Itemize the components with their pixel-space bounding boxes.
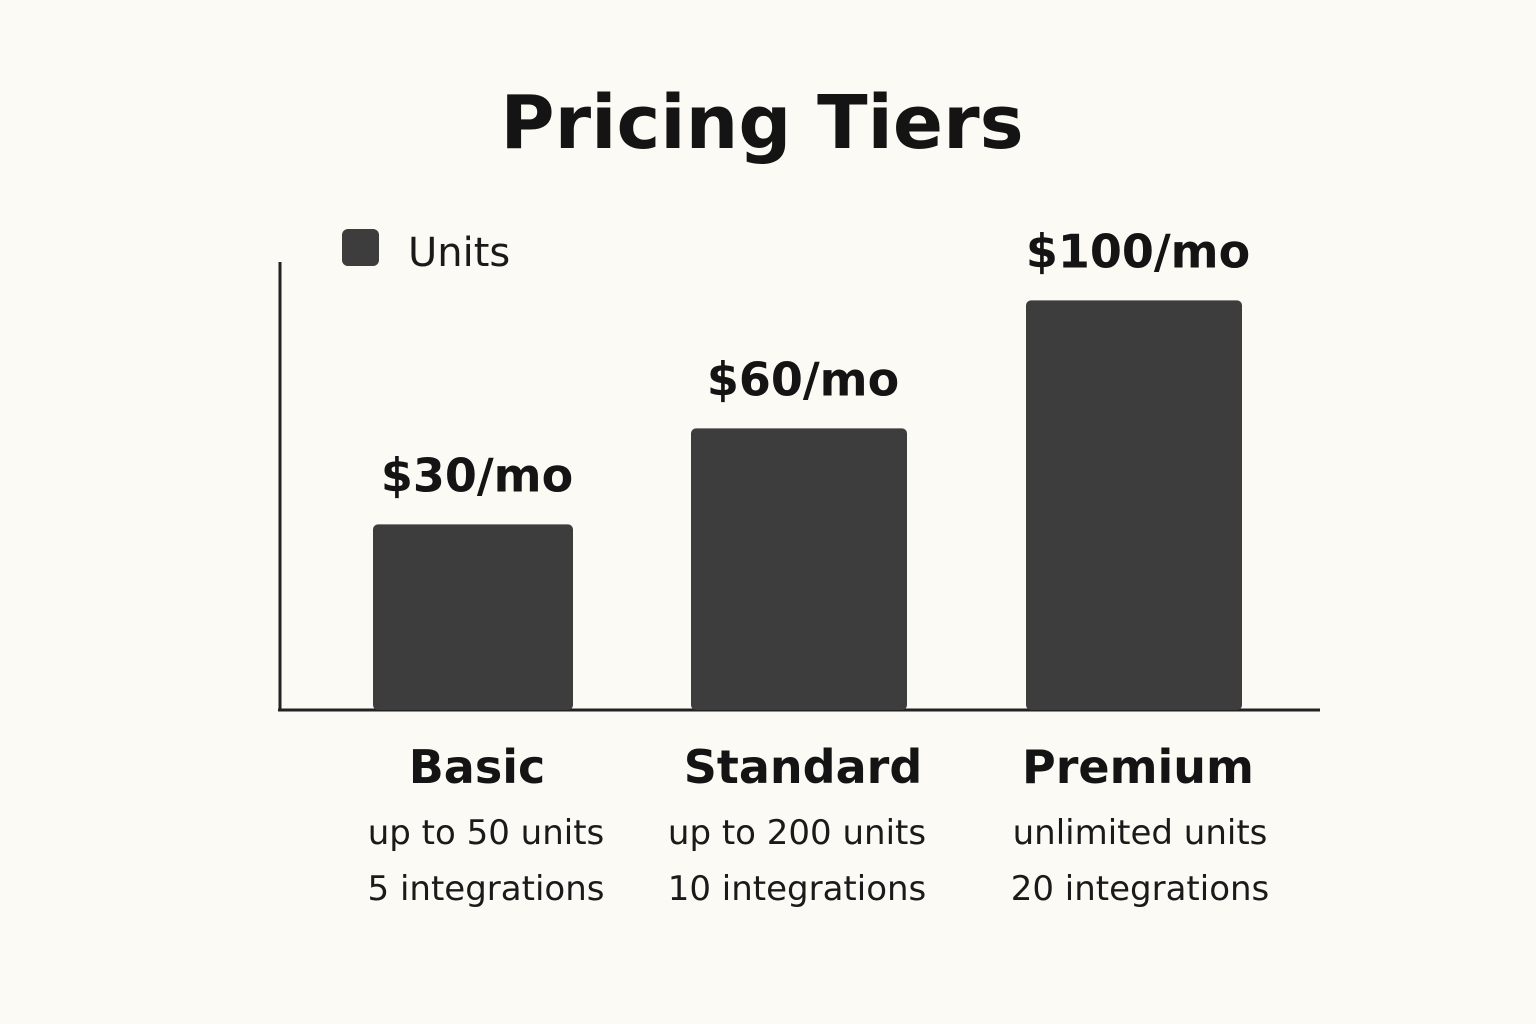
category-label: Standard (684, 740, 923, 794)
category-detail-integrations: 10 integrations (668, 869, 927, 909)
category-detail-integrations: 5 integrations (368, 869, 605, 909)
bar-standard (691, 428, 907, 710)
category-detail-units: unlimited units (1013, 813, 1268, 853)
data-label: $100/mo (1026, 224, 1250, 278)
bar-premium (1026, 300, 1242, 710)
chart-title: Pricing Tiers (500, 80, 1023, 166)
category-detail-integrations: 20 integrations (1011, 869, 1270, 909)
legend-swatch (342, 229, 379, 266)
legend-label: Units (408, 230, 510, 276)
category-label: Premium (1022, 740, 1254, 794)
category-detail-units: up to 200 units (668, 813, 926, 853)
category-detail-units: up to 50 units (368, 813, 605, 853)
data-label: $60/mo (707, 352, 899, 406)
bar-basic (373, 524, 573, 710)
category-label: Basic (409, 740, 546, 794)
data-label: $30/mo (381, 448, 573, 502)
